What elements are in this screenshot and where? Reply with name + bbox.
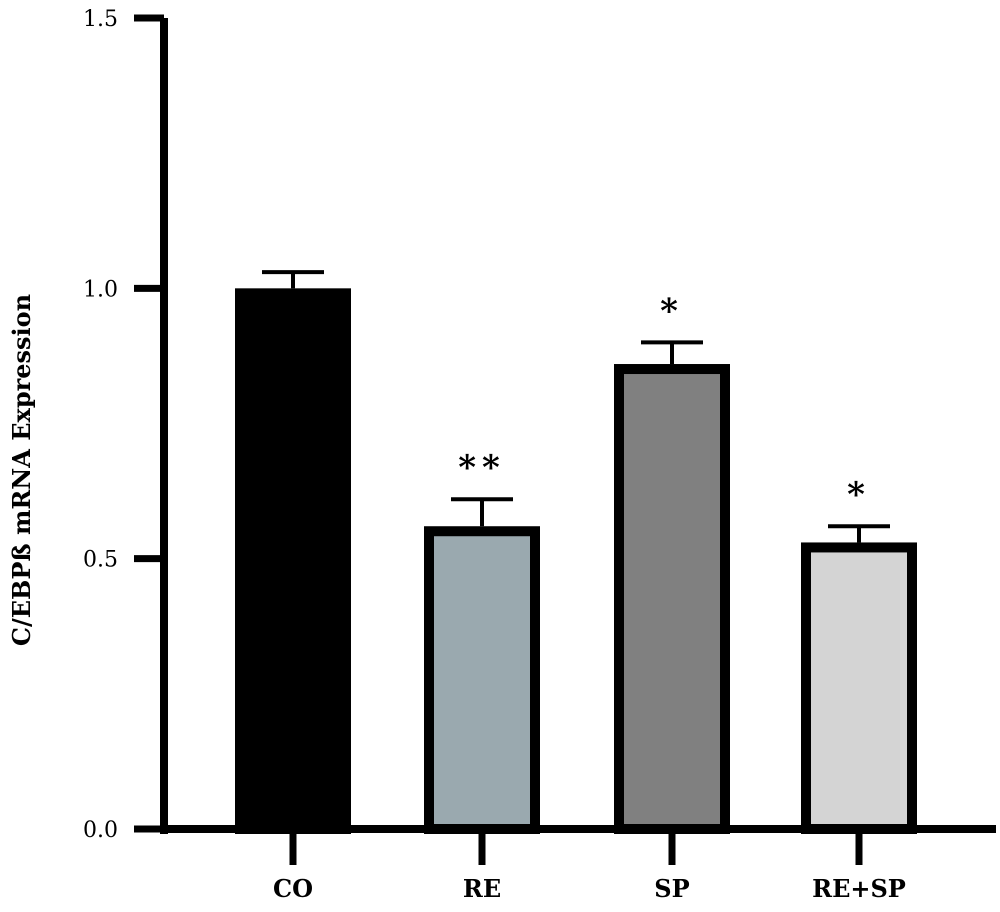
- bar: [614, 364, 730, 834]
- y-axis: 0.0 0.5 1.0 1.5: [83, 7, 168, 843]
- y-tick-label: 0.5: [83, 548, 118, 573]
- x-tick-label: RE+SP: [812, 874, 906, 903]
- bar: [424, 526, 540, 835]
- y-axis-title: C/EBPß mRNA Expression: [7, 294, 36, 646]
- y-tick-label: 0.0: [83, 818, 118, 843]
- x-tick-label: CO: [273, 874, 313, 903]
- significance-label: **: [458, 448, 506, 488]
- x-tick-label: SP: [654, 874, 689, 903]
- bars: ****: [235, 270, 917, 835]
- significance-label: *: [847, 475, 871, 515]
- x-axis: CO RE SP RE+SP: [160, 825, 996, 903]
- bar: [235, 288, 351, 835]
- y-tick-label: 1.5: [83, 7, 118, 32]
- significance-label: *: [660, 291, 684, 331]
- bar: [801, 542, 917, 834]
- y-tick-label: 1.0: [83, 277, 118, 302]
- x-tick-label: RE: [463, 874, 501, 903]
